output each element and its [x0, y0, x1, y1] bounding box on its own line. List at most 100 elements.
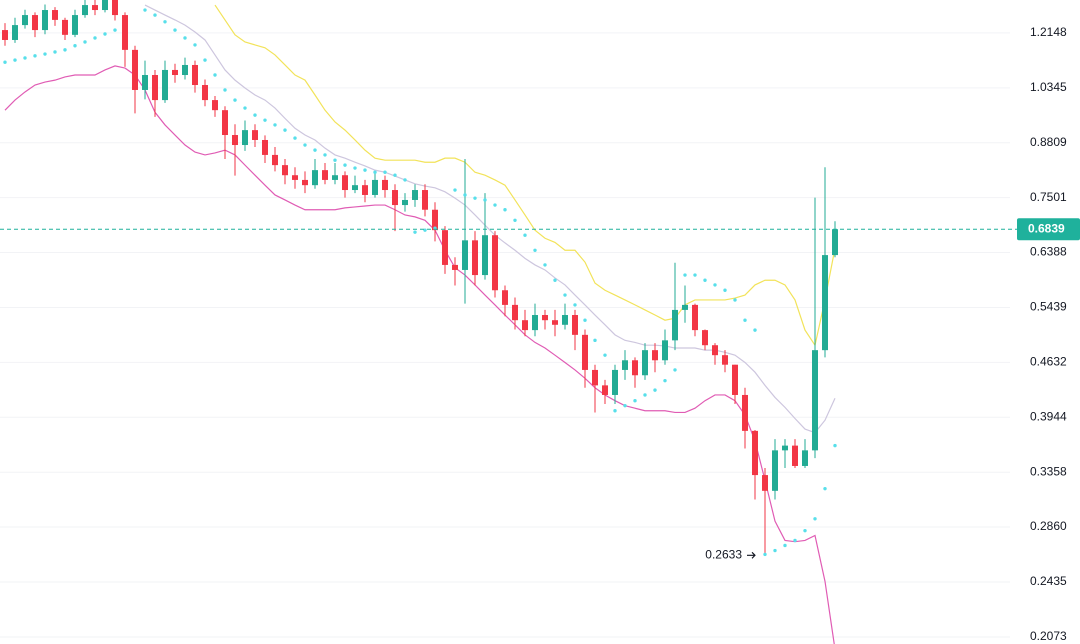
candle-body [552, 320, 558, 325]
sar-dot [413, 230, 417, 234]
sar-dot [523, 233, 527, 237]
sar-dot [283, 128, 287, 132]
sar-dot [113, 28, 117, 32]
candle-body [722, 355, 728, 365]
candle-body [832, 229, 838, 256]
sar-dot [643, 393, 647, 397]
candle-body [732, 364, 738, 395]
candle-body [62, 19, 68, 35]
candle-body [412, 190, 418, 200]
sar-dot [243, 106, 247, 110]
middle-band [144, 4, 836, 434]
sar-dot [343, 163, 347, 167]
candle-body [332, 175, 338, 180]
candle-body [272, 154, 278, 166]
sar-dot [813, 517, 817, 521]
candle-body [792, 445, 798, 466]
candle-body [362, 185, 368, 195]
candle-body [662, 340, 668, 361]
candle-body [312, 170, 318, 186]
low-label: 0.2633 [705, 547, 742, 561]
candle-body [542, 315, 548, 321]
sar-dot [773, 548, 777, 553]
y-tick-label: 0.2860 [1030, 519, 1067, 533]
candle-body [302, 179, 308, 186]
candle-body [462, 240, 468, 270]
sar-dot [3, 60, 7, 64]
sar-dot [553, 278, 557, 282]
candle-body [442, 230, 448, 265]
price-axis: 1.2148 1.0345 0.8809 0.7501 0.6388 0.5439 0.46… [1030, 25, 1067, 643]
sar-dot [223, 88, 227, 92]
candle-body [632, 360, 638, 376]
sar-dot [33, 54, 37, 58]
sar-dot [593, 338, 597, 343]
candle-body [92, 5, 98, 11]
y-tick-label: 1.2148 [1030, 25, 1067, 39]
sar-dot [823, 486, 827, 491]
candle-body [672, 309, 678, 341]
candle-body [532, 315, 538, 331]
candle-body [212, 100, 218, 111]
sar-dot [353, 166, 357, 170]
sar-dot [383, 170, 387, 174]
sar-dot [483, 198, 487, 202]
candle-body [282, 165, 288, 176]
candle-body [592, 369, 598, 386]
y-tick-label: 0.8809 [1030, 135, 1067, 149]
sar-dot [273, 123, 277, 127]
candle-body [232, 135, 238, 146]
sar-dot [543, 263, 547, 267]
sar-dot [603, 353, 607, 357]
candle-body [752, 430, 758, 476]
candle-body [252, 130, 258, 140]
y-tick-label: 1.0345 [1030, 80, 1067, 94]
sar-dot [193, 43, 197, 47]
y-tick-label: 0.2073 [1030, 629, 1067, 643]
candle-body [22, 15, 28, 26]
grid [0, 32, 1010, 638]
candle-body [562, 315, 568, 325]
candle-body [82, 5, 88, 16]
candle-body [72, 15, 78, 35]
candle-body [32, 15, 38, 31]
sar-dot [693, 273, 697, 277]
candle-body [192, 64, 198, 86]
candle-body [122, 15, 128, 50]
candle-body [352, 185, 358, 191]
price-label: 0.6839 [1028, 221, 1065, 235]
candle-body [422, 190, 428, 210]
candle-body [782, 445, 788, 451]
candle-body [472, 240, 478, 276]
sar-dot [613, 409, 617, 413]
sar-dot [573, 303, 577, 307]
sar-dot [163, 20, 167, 24]
candle-body [502, 290, 508, 305]
sar-dot [233, 98, 237, 102]
candle-body [262, 139, 268, 155]
y-tick-label: 0.5439 [1030, 300, 1067, 314]
candle-body [392, 190, 398, 206]
candle-body [572, 315, 578, 335]
y-tick-label: 0.2435 [1030, 574, 1067, 588]
low-arrow [747, 551, 756, 559]
candle-body [742, 394, 748, 431]
candle-body [802, 450, 808, 466]
candle-body [692, 304, 698, 331]
sar-dot [43, 52, 47, 56]
candle-body [222, 110, 228, 136]
candle-body [112, 0, 118, 16]
candle-body [42, 10, 48, 31]
sar-dot [363, 168, 367, 172]
sar-dot [623, 403, 627, 408]
sar-dot [173, 28, 177, 32]
sar-dot [833, 443, 837, 448]
sar-dot [663, 378, 667, 383]
sar-dot [143, 8, 147, 12]
sar-dot [393, 173, 397, 177]
candle-body [182, 64, 188, 76]
candle-body [652, 350, 658, 361]
sar-dot [803, 528, 807, 533]
candle-body [382, 179, 388, 191]
